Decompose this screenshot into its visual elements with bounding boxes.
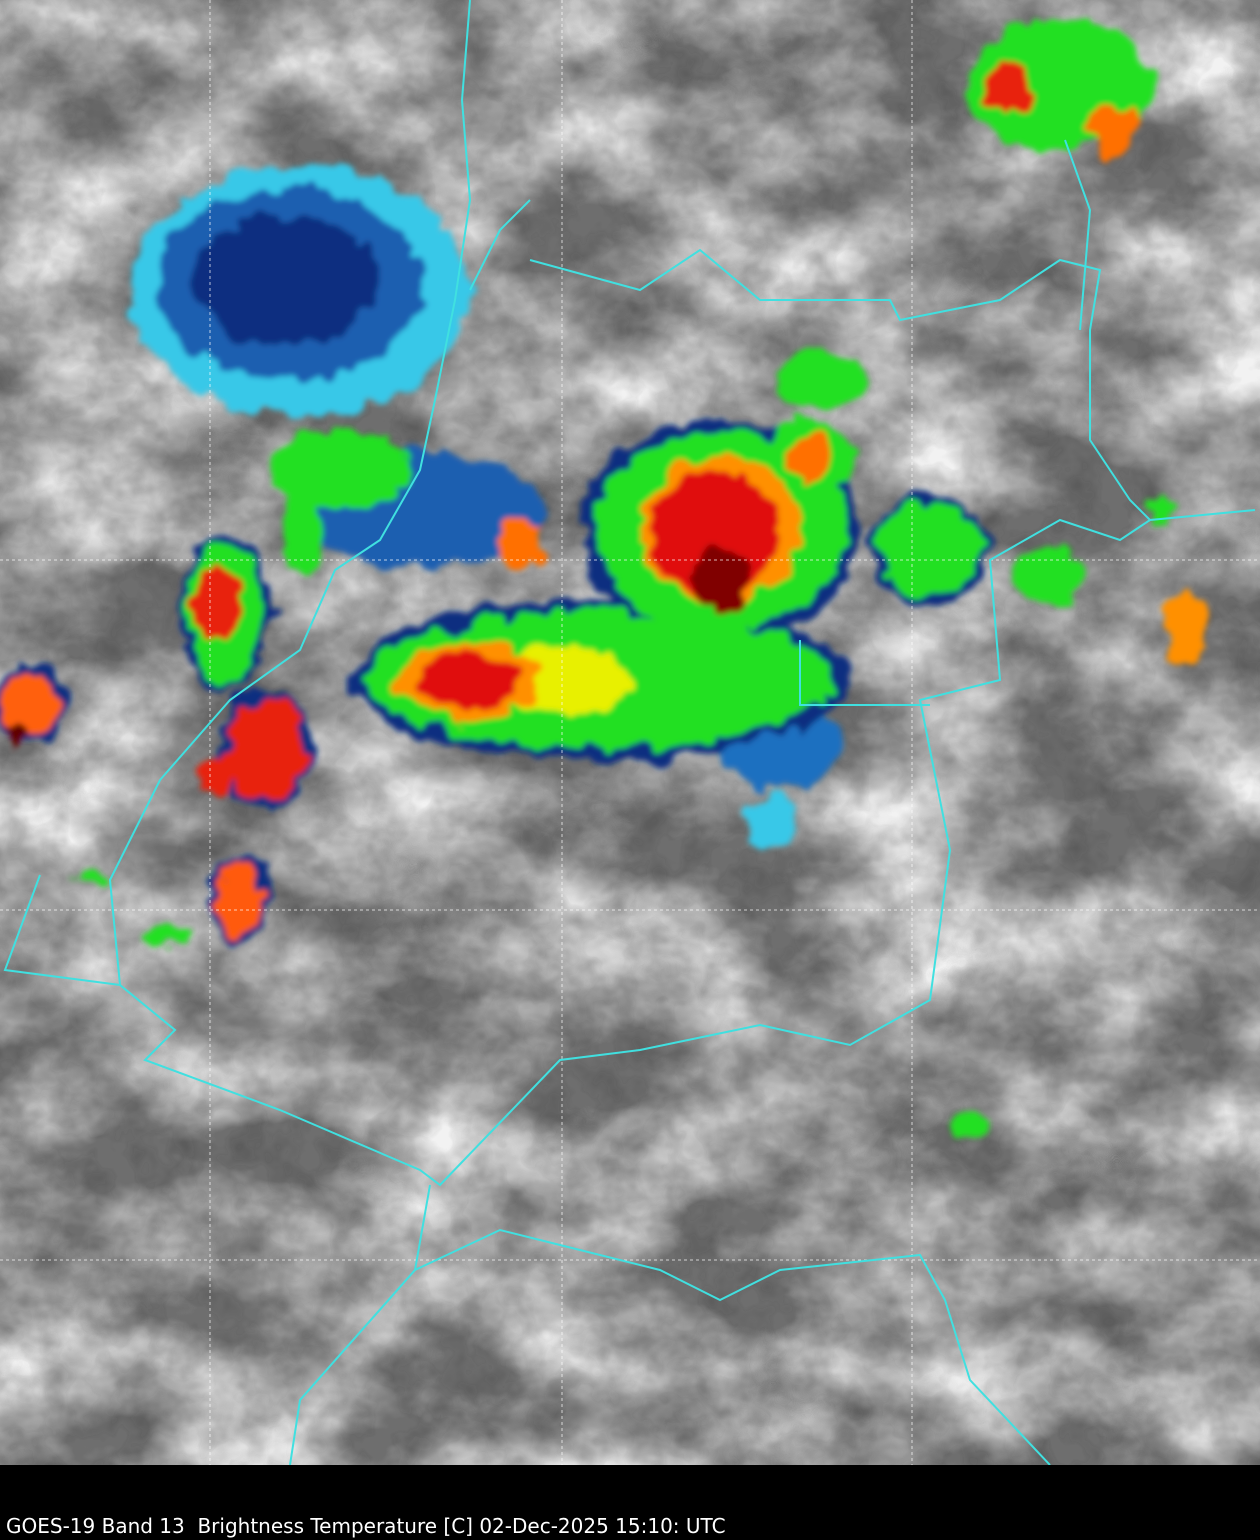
footer-bar: GOES-19 Band 13 Brightness Temperature [… [0, 1465, 1260, 1540]
storm-cells [0, 20, 1207, 1138]
satellite-image [0, 0, 1260, 1465]
borders [3, 0, 1256, 1465]
graticule [0, 0, 1260, 1465]
image-caption: GOES-19 Band 13 Brightness Temperature [… [6, 1514, 726, 1538]
